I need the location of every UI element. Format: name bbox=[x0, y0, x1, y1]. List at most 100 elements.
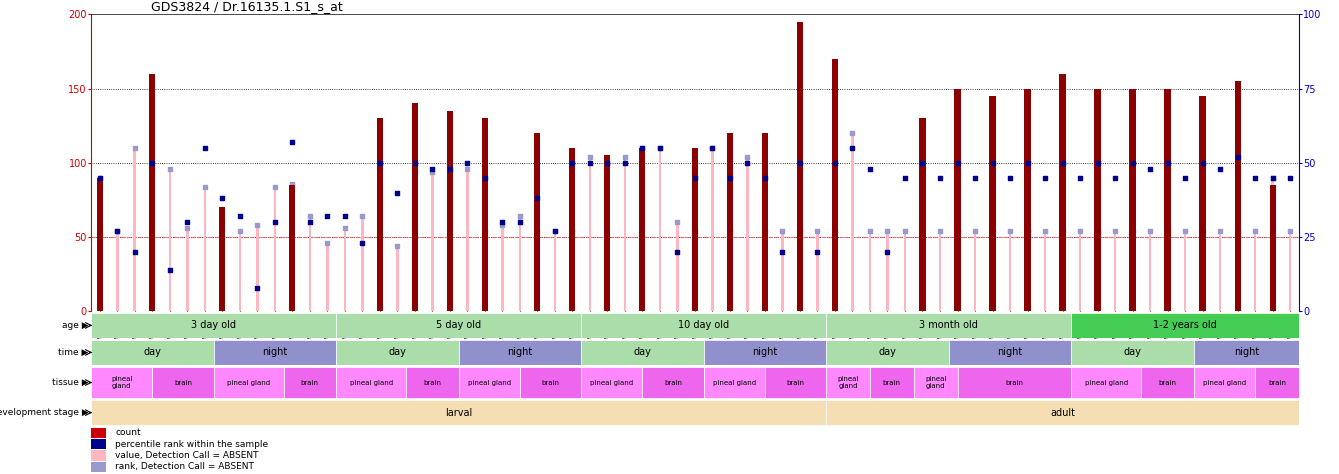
Bar bbox=[692, 148, 698, 311]
Bar bbox=[1218, 230, 1221, 311]
Point bbox=[316, 239, 337, 247]
Text: adult: adult bbox=[1050, 408, 1075, 418]
Point bbox=[719, 174, 740, 182]
Point bbox=[246, 221, 268, 229]
Text: pineal gland: pineal gland bbox=[349, 380, 392, 385]
Point bbox=[807, 228, 829, 235]
Point bbox=[457, 159, 478, 166]
Bar bbox=[336, 340, 459, 365]
Point bbox=[947, 159, 968, 166]
Point bbox=[509, 212, 530, 220]
Text: value, Detection Call = ABSENT: value, Detection Call = ABSENT bbox=[115, 451, 258, 460]
Bar bbox=[798, 230, 801, 311]
Bar bbox=[501, 225, 503, 311]
Point bbox=[1070, 174, 1091, 182]
Point bbox=[316, 212, 337, 220]
Bar bbox=[466, 167, 469, 311]
Point bbox=[615, 159, 636, 166]
Point bbox=[281, 138, 303, 146]
Point bbox=[1227, 153, 1248, 161]
Point bbox=[299, 212, 320, 220]
Bar bbox=[1071, 367, 1141, 398]
Text: pineal gland: pineal gland bbox=[590, 380, 633, 385]
Text: night: night bbox=[507, 347, 533, 357]
Bar bbox=[214, 340, 336, 365]
Bar bbox=[91, 462, 106, 472]
Point bbox=[981, 228, 1003, 235]
Point bbox=[667, 248, 688, 256]
Point bbox=[1034, 228, 1055, 235]
Bar bbox=[639, 148, 645, 311]
Bar bbox=[1008, 230, 1011, 311]
Text: brain: brain bbox=[882, 380, 901, 385]
Text: brain: brain bbox=[174, 380, 191, 385]
Point bbox=[754, 174, 775, 182]
Point bbox=[1087, 159, 1109, 166]
Point bbox=[1016, 159, 1038, 166]
Text: day: day bbox=[878, 347, 896, 357]
Bar bbox=[1071, 340, 1194, 365]
Bar bbox=[238, 230, 241, 311]
Bar bbox=[412, 103, 418, 311]
Point bbox=[702, 144, 723, 152]
Bar bbox=[1094, 89, 1101, 311]
Bar bbox=[406, 367, 459, 398]
Bar bbox=[746, 155, 749, 311]
Point bbox=[999, 228, 1020, 235]
Bar bbox=[553, 230, 556, 311]
Bar bbox=[153, 367, 214, 398]
Point bbox=[125, 248, 146, 256]
Text: pineal gland: pineal gland bbox=[467, 380, 511, 385]
Point bbox=[964, 228, 986, 235]
Bar bbox=[973, 230, 976, 311]
Point bbox=[526, 195, 548, 202]
Point bbox=[825, 228, 846, 235]
Bar bbox=[913, 367, 957, 398]
Bar bbox=[1114, 230, 1117, 311]
Point bbox=[1209, 165, 1231, 173]
Bar bbox=[643, 367, 704, 398]
Point bbox=[491, 221, 513, 229]
Bar bbox=[711, 148, 714, 311]
Point bbox=[491, 219, 513, 226]
Bar bbox=[763, 230, 766, 311]
Point bbox=[771, 248, 793, 256]
Bar bbox=[431, 170, 434, 311]
Bar bbox=[920, 118, 925, 311]
Bar bbox=[581, 367, 643, 398]
Point bbox=[842, 129, 864, 137]
Point bbox=[194, 144, 216, 152]
Point bbox=[229, 228, 250, 235]
Point bbox=[1192, 228, 1213, 235]
Bar bbox=[589, 155, 592, 311]
Point bbox=[964, 174, 986, 182]
Bar bbox=[1194, 367, 1255, 398]
Bar bbox=[459, 367, 520, 398]
Point bbox=[1105, 228, 1126, 235]
Point bbox=[1244, 228, 1265, 235]
Text: brain: brain bbox=[1006, 380, 1023, 385]
Point bbox=[264, 183, 285, 191]
Bar bbox=[1269, 185, 1276, 311]
Bar bbox=[1149, 230, 1152, 311]
Point bbox=[439, 168, 461, 175]
Bar bbox=[308, 218, 311, 311]
Point bbox=[1139, 228, 1161, 235]
Point bbox=[474, 174, 495, 182]
Point bbox=[352, 212, 374, 220]
Text: 3 month old: 3 month old bbox=[920, 320, 979, 330]
Point bbox=[474, 228, 495, 235]
Bar bbox=[869, 230, 872, 311]
Bar bbox=[325, 242, 328, 311]
Point bbox=[1209, 228, 1231, 235]
Point bbox=[736, 153, 758, 161]
Bar bbox=[220, 208, 225, 311]
Point bbox=[1122, 228, 1144, 235]
Bar bbox=[781, 230, 783, 311]
Bar bbox=[569, 148, 576, 311]
Bar bbox=[1141, 367, 1194, 398]
Point bbox=[667, 219, 688, 226]
Bar bbox=[91, 450, 106, 461]
Point bbox=[632, 144, 653, 152]
Point bbox=[860, 165, 881, 173]
